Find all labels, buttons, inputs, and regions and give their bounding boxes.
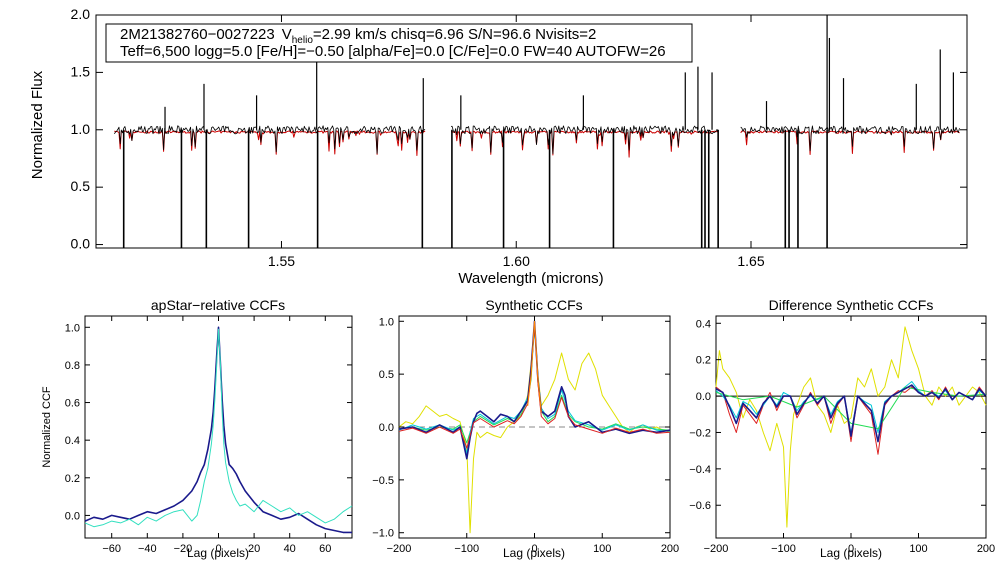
y-tick-label: 1.0 xyxy=(65,322,80,334)
synthetic-ccf-panel: −200 −100 0 100 200 −1.0 −0.5 0.0 0.5 1.0 Synthet… xyxy=(372,297,679,560)
spectrum-axis-ticks: 1.55 1.60 1.65 0.0 0.5 1.0 1.5 2.0 xyxy=(71,6,967,269)
y-tick-label: 0.2 xyxy=(65,473,80,485)
apstar-ccf-panel: −60 −40 −20 0 20 40 60 0.0 0.2 0.4 0.6 0.8 1.0 apSta… xyxy=(41,297,353,560)
ccf-line-visit-1 xyxy=(84,326,352,534)
info-box-border xyxy=(105,23,693,63)
y-tick-label: 0.5 xyxy=(379,369,394,381)
difference-ccf-title: Difference Synthetic CCFs xyxy=(769,297,934,313)
y-tick-label: 0.5 xyxy=(71,178,91,194)
y-tick-label: −0.5 xyxy=(372,475,394,487)
info-line-1-values: =2.99 km/s chisq=6.96 S/N=96.6 Nvisits=2 xyxy=(313,26,596,43)
x-tick-label: −40 xyxy=(138,543,157,555)
spectrum-panel: 1.55 1.60 1.65 0.0 0.5 1.0 1.5 2.0 Wavelength (… xyxy=(29,6,968,287)
x-tick-label: 60 xyxy=(319,543,331,555)
model-spectrum-segment xyxy=(740,130,960,155)
difference-ccf-axis-ticks: −200 −100 0 100 200 −0.6 −0.4 −0.2 0.0 0.2 0.4 xyxy=(689,316,995,555)
info-line-1: 2M21382760−0027223 Vhelio=2.99 km/s chisq… xyxy=(120,26,596,46)
observed-spectrum-segment xyxy=(113,125,426,154)
apstar-ccf-frame xyxy=(84,315,353,539)
apstar-ccf-ylabel: Normalized CCF xyxy=(41,386,53,468)
x-tick-label: 0 xyxy=(215,543,221,555)
vhelio-subscript: helio xyxy=(292,35,314,46)
apstar-ccf-series-group xyxy=(84,326,353,534)
y-tick-label: 0.0 xyxy=(696,391,711,403)
difference-ccf-series-group xyxy=(715,326,987,528)
y-tick-label: 0.0 xyxy=(71,236,91,252)
y-tick-label: 0.6 xyxy=(65,398,80,410)
x-tick-label: −200 xyxy=(704,543,729,555)
difference-ccf-frame xyxy=(715,315,987,539)
x-tick-label: 40 xyxy=(284,543,296,555)
vhelio-symbol: V xyxy=(282,26,292,43)
observed-spectrum-segment xyxy=(740,125,960,152)
x-tick-label: 1.55 xyxy=(268,253,295,269)
spectrum-xlabel: Wavelength (microns) xyxy=(458,270,603,287)
x-tick-label: 100 xyxy=(593,543,611,555)
ccf-line-orange xyxy=(527,320,542,413)
y-tick-label: 0.0 xyxy=(379,422,394,434)
y-tick-label: 2.0 xyxy=(71,6,91,22)
apstar-ccf-axis-ticks: −60 −40 −20 0 20 40 60 0.0 0.2 0.4 0.6 0.8 1.0 xyxy=(65,316,352,555)
apstar-ccf-title: apStar−relative CCFs xyxy=(151,297,285,313)
x-tick-label: 1.65 xyxy=(737,253,764,269)
ccf-line-yellow xyxy=(715,326,987,528)
x-tick-label: 200 xyxy=(661,543,679,555)
y-tick-label: −0.4 xyxy=(689,464,711,476)
spectrum-ylabel: Normalized Flux xyxy=(29,70,46,179)
synthetic-ccf-title: Synthetic CCFs xyxy=(485,297,582,313)
x-tick-label: −60 xyxy=(102,543,121,555)
y-tick-label: 0.8 xyxy=(65,360,80,372)
y-tick-label: 1.0 xyxy=(379,316,394,328)
x-tick-label: 0 xyxy=(848,543,854,555)
x-tick-label: 20 xyxy=(248,543,260,555)
difference-ccf-panel: −200 −100 0 100 200 −0.6 −0.4 −0.2 0.0 0.2 0.4 Dif… xyxy=(689,297,995,560)
y-tick-label: 1.0 xyxy=(71,121,91,137)
x-tick-label: 200 xyxy=(977,543,995,555)
difference-ccf-xlabel: Lag (pixels) xyxy=(820,546,882,560)
y-tick-label: −1.0 xyxy=(372,528,394,540)
y-tick-label: 0.0 xyxy=(65,510,80,522)
ccf-line-red xyxy=(715,386,987,455)
observed-spectrum-segment xyxy=(450,125,719,155)
info-box: 2M21382760−0027223 Vhelio=2.99 km/s chisq… xyxy=(105,23,693,63)
x-tick-label: −100 xyxy=(454,543,479,555)
model-spectrum-segment xyxy=(114,130,426,156)
y-tick-label: −0.2 xyxy=(689,427,711,439)
object-id: 2M21382760−0027223 xyxy=(120,26,275,43)
spectrum-plot-frame xyxy=(95,14,968,249)
x-tick-label: −20 xyxy=(174,543,193,555)
synthetic-ccf-series-group xyxy=(398,320,671,534)
x-tick-label: 100 xyxy=(909,543,927,555)
info-line-2: Teff=6,500 logg=5.0 [Fe/H]=−0.50 [alpha/… xyxy=(120,43,666,60)
x-tick-label: 1.60 xyxy=(503,253,530,269)
y-tick-label: 1.5 xyxy=(71,63,91,79)
x-tick-label: −200 xyxy=(387,543,412,555)
x-tick-label: 0 xyxy=(531,543,537,555)
synthetic-ccf-axis-ticks: −200 −100 0 100 200 −1.0 −0.5 0.0 0.5 1.0 xyxy=(372,316,679,555)
apstar-ccf-xlabel: Lag (pixels) xyxy=(187,546,249,560)
y-tick-label: 0.4 xyxy=(65,435,80,447)
y-tick-label: 0.2 xyxy=(696,355,711,367)
ccf-line-visit-2 xyxy=(84,328,353,528)
synthetic-ccf-xlabel: Lag (pixels) xyxy=(503,546,565,560)
spectrum-series-group xyxy=(113,15,960,248)
y-tick-label: −0.6 xyxy=(689,500,711,512)
x-tick-label: −100 xyxy=(771,543,796,555)
y-tick-label: 0.4 xyxy=(696,318,711,330)
model-spectrum-segment xyxy=(450,130,719,158)
ccf-line-navy xyxy=(398,320,671,460)
ccf-line-navy xyxy=(715,384,987,443)
ccf-line-yellow xyxy=(398,322,671,534)
